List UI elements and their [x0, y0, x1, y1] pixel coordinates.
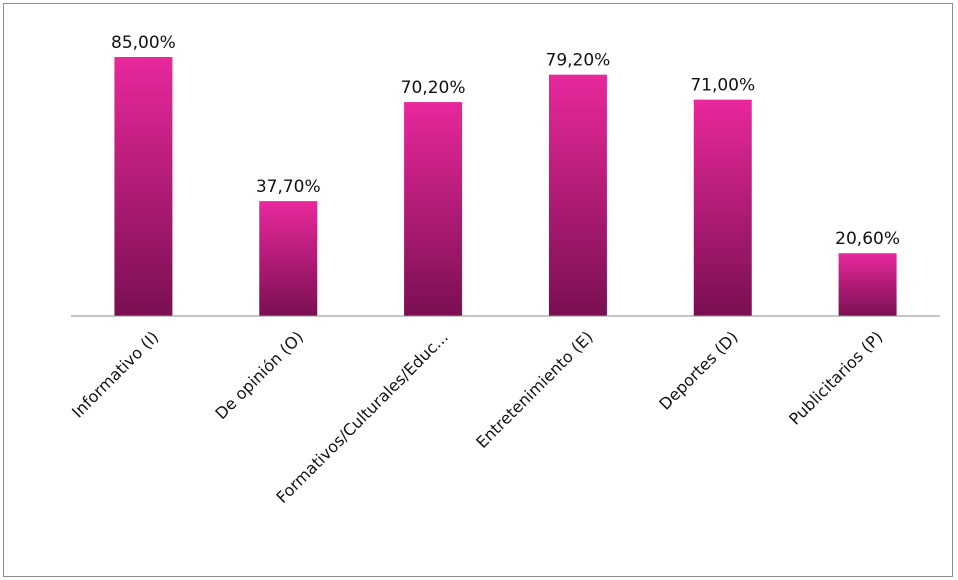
bar: [548, 74, 607, 316]
bar: [838, 253, 897, 316]
data-labels-layer: 85,00% 37,70% 70,20% 79,20% 71,00% 20,60%: [111, 33, 900, 249]
bar: [404, 102, 463, 317]
bar-chart: 85,00% 37,70% 70,20% 79,20% 71,00% 20,60% Inf…: [68, 33, 940, 507]
bar: [693, 99, 752, 317]
bars-layer: [114, 57, 897, 317]
data-label: 20,60%: [835, 229, 900, 249]
bar: [114, 57, 173, 316]
category-label: Publicitarios (P): [785, 327, 886, 428]
data-label: 70,20%: [401, 78, 466, 98]
category-label: Informativo (I): [68, 327, 162, 421]
category-label: Deportes (D): [655, 327, 741, 413]
data-label: 71,00%: [690, 76, 755, 96]
category-labels-layer: Informativo (I) De opinión (O)Formativos/…: [68, 327, 886, 506]
category-label: Entretenimiento (E): [472, 327, 596, 451]
data-label: 79,20%: [546, 51, 611, 71]
chart-frame: 85,00% 37,70% 70,20% 79,20% 71,00% 20,60% Inf…: [3, 3, 953, 577]
bar: [259, 201, 318, 316]
category-label: De opinión (O): [211, 327, 307, 423]
data-label: 85,00%: [111, 33, 176, 53]
category-label: Formativos/Culturales/Educ...: [272, 327, 451, 506]
data-label: 37,70%: [256, 177, 321, 197]
